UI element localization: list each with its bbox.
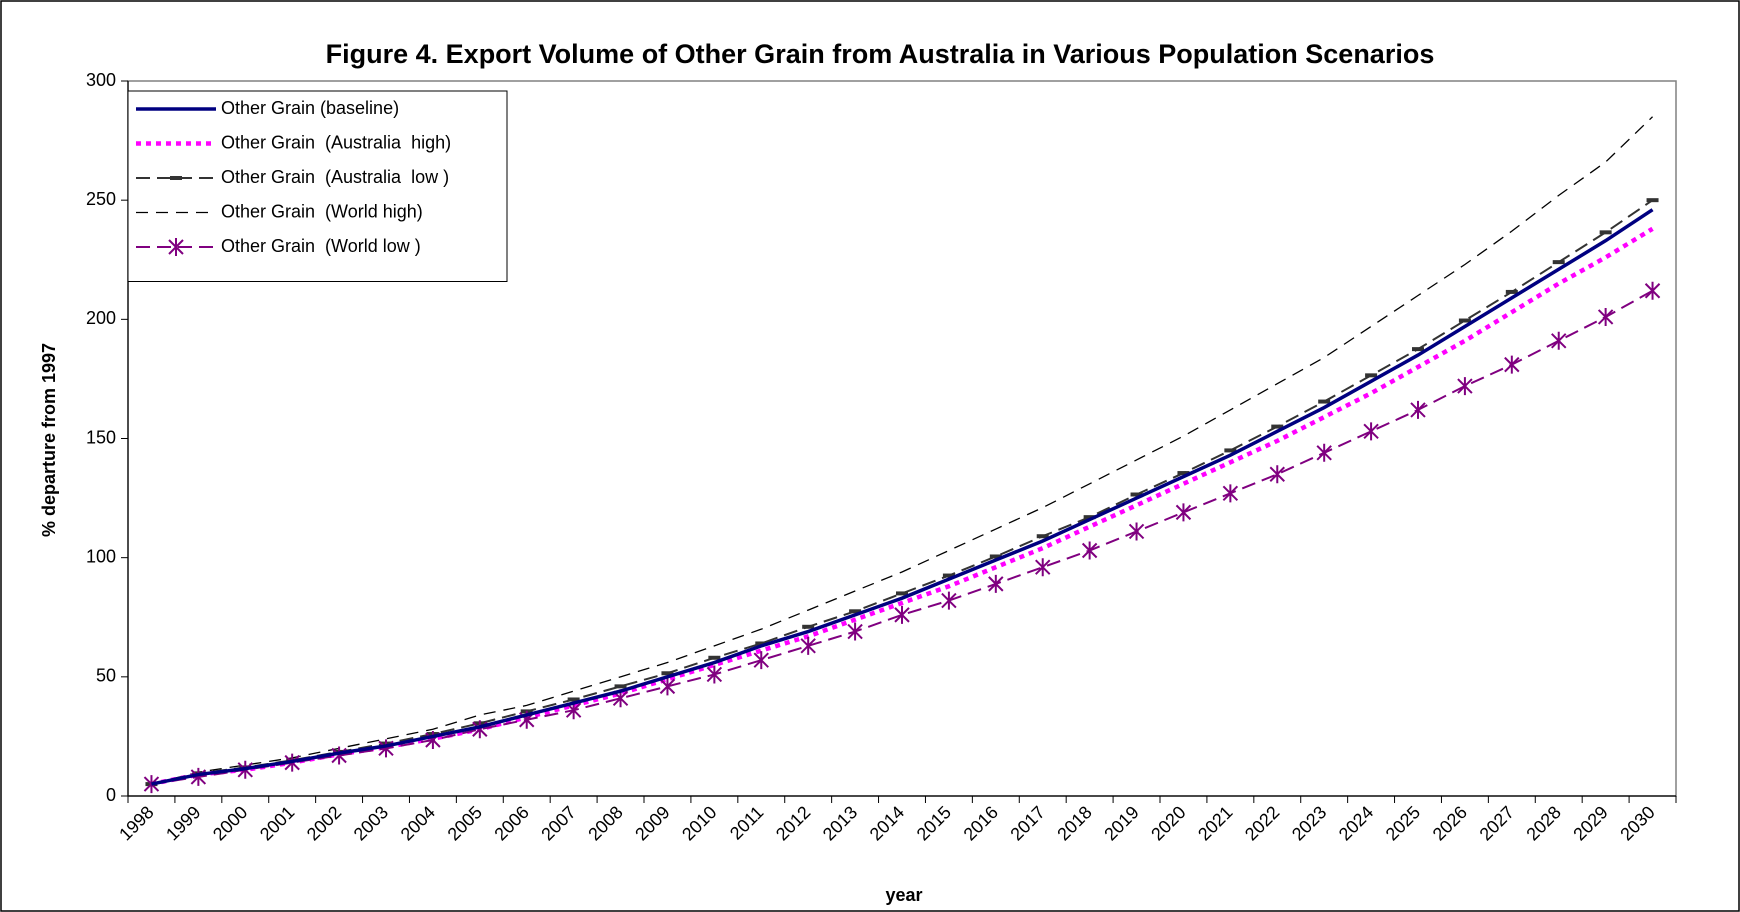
marker	[1644, 281, 1661, 300]
legend-label: Other Grain (baseline)	[221, 98, 399, 118]
y-tick-label: 100	[86, 546, 116, 566]
marker	[659, 677, 676, 696]
marker	[1504, 355, 1520, 374]
line	[151, 116, 1654, 785]
marker	[1410, 400, 1426, 419]
marker	[847, 622, 863, 641]
legend-label: Other Grain (Australia high)	[221, 132, 451, 152]
legend-label: Other Grain (World high)	[221, 201, 423, 221]
line	[151, 289, 1654, 786]
marker	[753, 651, 769, 670]
marker	[1457, 377, 1473, 396]
line	[151, 208, 1654, 786]
marker	[168, 238, 184, 256]
marker	[1597, 307, 1614, 326]
marker	[1363, 422, 1379, 441]
y-axis-title: % departure from 1997	[39, 343, 59, 537]
legend-box	[127, 90, 508, 282]
marker	[1316, 443, 1332, 462]
marker	[1175, 503, 1192, 522]
series	[151, 116, 1654, 785]
legend-label: Other Grain (Australia low )	[221, 167, 449, 187]
series	[151, 208, 1654, 786]
y-tick-label: 50	[96, 666, 116, 686]
marker	[1035, 558, 1051, 577]
marker	[941, 591, 957, 610]
chart-title: Figure 4. Export Volume of Other Grain f…	[326, 39, 1435, 69]
y-tick-label: 200	[86, 308, 116, 328]
line	[151, 199, 1654, 786]
x-axis-title: year	[885, 885, 922, 905]
marker	[706, 665, 723, 684]
marker	[894, 605, 910, 624]
marker	[1551, 331, 1567, 350]
marker	[1222, 484, 1239, 503]
legend-label: Other Grain (World low )	[221, 236, 421, 256]
y-tick-label: 0	[106, 785, 116, 805]
y-tick-label: 300	[86, 70, 116, 90]
marker	[988, 574, 1004, 593]
y-tick-label: 150	[86, 427, 116, 447]
y-tick-label: 250	[86, 189, 116, 209]
marker	[800, 636, 816, 655]
marker	[1081, 541, 1098, 560]
marker	[1269, 465, 1285, 484]
marker	[1128, 522, 1145, 541]
series	[143, 281, 1661, 794]
legend: Other Grain (baseline) Other Grain (Austr…	[127, 90, 508, 282]
